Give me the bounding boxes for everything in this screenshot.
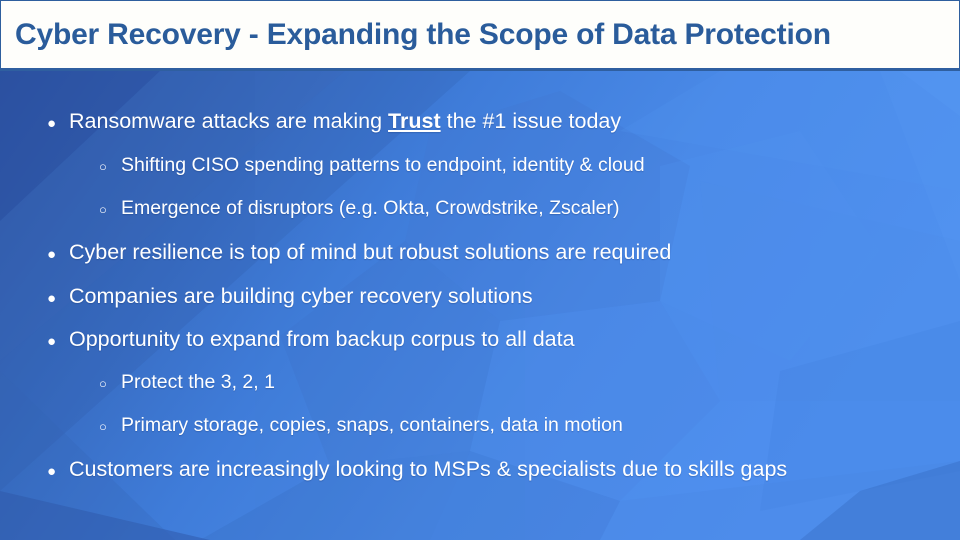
low-poly-background-pattern xyxy=(0,71,960,540)
list-item-label: Cyber resilience is top of mind but robu… xyxy=(69,240,672,264)
slide-bullet-list: Ransomware attacks are making Trust the … xyxy=(0,71,960,540)
list-item: Shifting CISO spending patterns to endpo… xyxy=(99,154,645,177)
list-item: Protect the 3, 2, 1 xyxy=(99,371,275,394)
list-item: Opportunity to expand from backup corpus… xyxy=(47,327,575,352)
slide-title-bar: Cyber Recovery - Expanding the Scope of … xyxy=(0,0,960,71)
list-item: Companies are building cyber recovery so… xyxy=(47,284,533,309)
list-item-label: Shifting CISO spending patterns to endpo… xyxy=(121,154,645,176)
list-item-label: Protect the 3, 2, 1 xyxy=(121,371,275,393)
page-title: Cyber Recovery - Expanding the Scope of … xyxy=(15,17,831,51)
list-item-label: Opportunity to expand from backup corpus… xyxy=(69,327,575,351)
emphasis-trust: Trust xyxy=(388,109,441,133)
solid-bullet-icon xyxy=(47,247,69,262)
solid-bullet-icon xyxy=(47,291,69,306)
list-item-label: Emergence of disruptors (e.g. Okta, Crow… xyxy=(121,197,620,219)
slide-body-background: Ransomware attacks are making Trust the … xyxy=(0,71,960,540)
solid-bullet-icon xyxy=(47,334,69,349)
list-item-text-after: the #1 issue today xyxy=(440,109,622,133)
hollow-bullet-icon xyxy=(99,203,121,216)
list-item-text-before: Ransomware attacks are making xyxy=(69,109,389,133)
list-item: Customers are increasingly looking to MS… xyxy=(47,457,787,482)
list-item-label: Ransomware attacks are making Trust the … xyxy=(69,109,621,134)
list-item-label: Companies are building cyber recovery so… xyxy=(69,284,533,308)
list-item-label: Primary storage, copies, snaps, containe… xyxy=(121,414,623,436)
list-item: Ransomware attacks are making Trust the … xyxy=(47,109,621,134)
hollow-bullet-icon xyxy=(99,377,121,390)
list-item: Cyber resilience is top of mind but robu… xyxy=(47,240,671,265)
solid-bullet-icon xyxy=(47,116,69,131)
list-item: Emergence of disruptors (e.g. Okta, Crow… xyxy=(99,197,620,220)
list-item: Primary storage, copies, snaps, containe… xyxy=(99,414,623,437)
solid-bullet-icon xyxy=(47,464,69,479)
list-item-label: Customers are increasingly looking to MS… xyxy=(69,457,788,481)
hollow-bullet-icon xyxy=(99,160,121,173)
hollow-bullet-icon xyxy=(99,420,121,433)
